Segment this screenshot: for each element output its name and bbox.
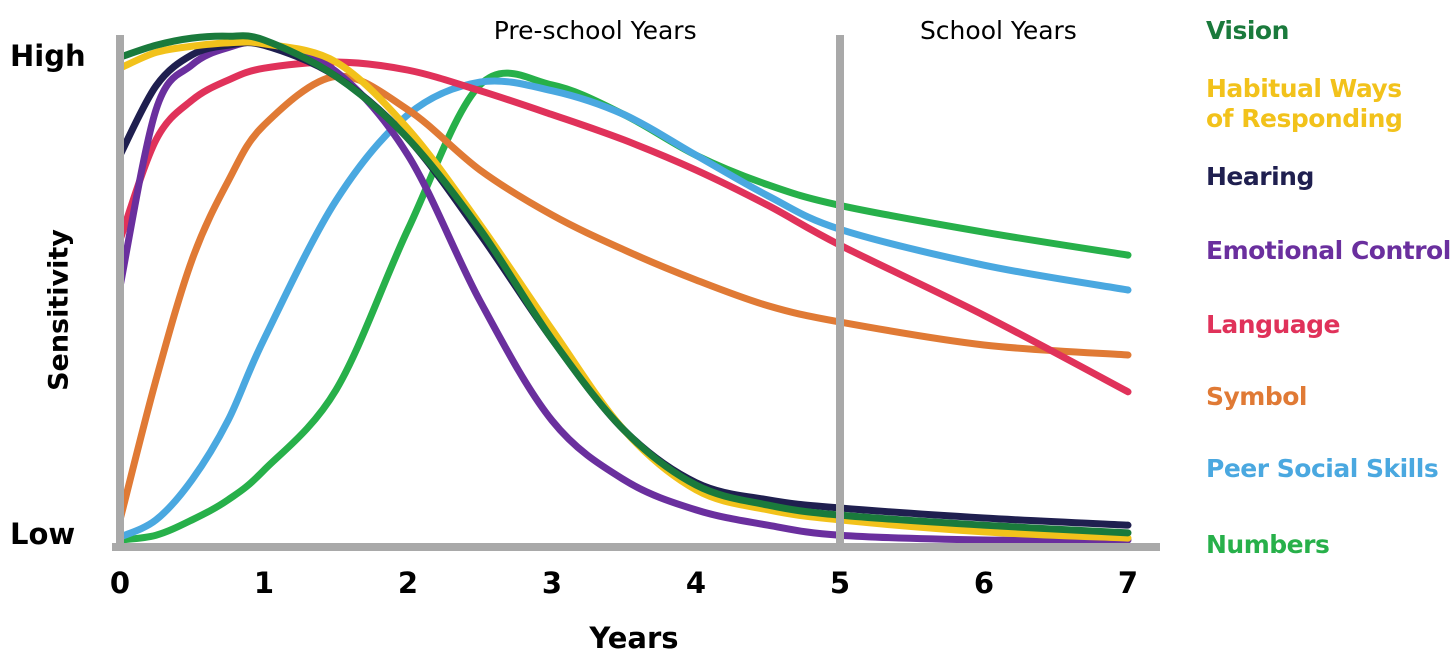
legend-entry: Hearing	[1206, 162, 1314, 191]
legend-entry: Symbol	[1206, 382, 1308, 411]
x-tick-label: 0	[110, 566, 130, 600]
series-line	[116, 77, 1132, 541]
x-tick-label: 2	[398, 566, 418, 600]
y-tick-label: High	[10, 39, 86, 73]
y-axis-label: Sensitivity	[44, 229, 75, 391]
legend-entry: Emotional Control	[1206, 236, 1451, 265]
series-line	[116, 38, 1132, 542]
x-tick-label: 1	[254, 566, 274, 600]
x-tick-label: 5	[830, 566, 850, 600]
x-axis-label: Years	[588, 621, 678, 655]
x-tick-label: 3	[542, 566, 562, 600]
x-tick-label: 6	[974, 566, 994, 600]
legend-entry: Numbers	[1206, 530, 1330, 559]
annotation: School Years	[920, 16, 1077, 45]
series-line	[116, 58, 1132, 396]
x-tick-label: 7	[1118, 566, 1138, 600]
x-tick-label: 4	[686, 566, 706, 600]
legend-entry: Language	[1206, 310, 1341, 339]
legend-entry: Vision	[1206, 16, 1289, 45]
legend-entry: Habitual Ways of Responding	[1206, 74, 1403, 133]
series-line	[116, 32, 1132, 537]
y-tick-label: Low	[10, 517, 75, 551]
legend-entry: Peer Social Skills	[1206, 454, 1439, 483]
annotation: Pre-school Years	[494, 16, 697, 45]
